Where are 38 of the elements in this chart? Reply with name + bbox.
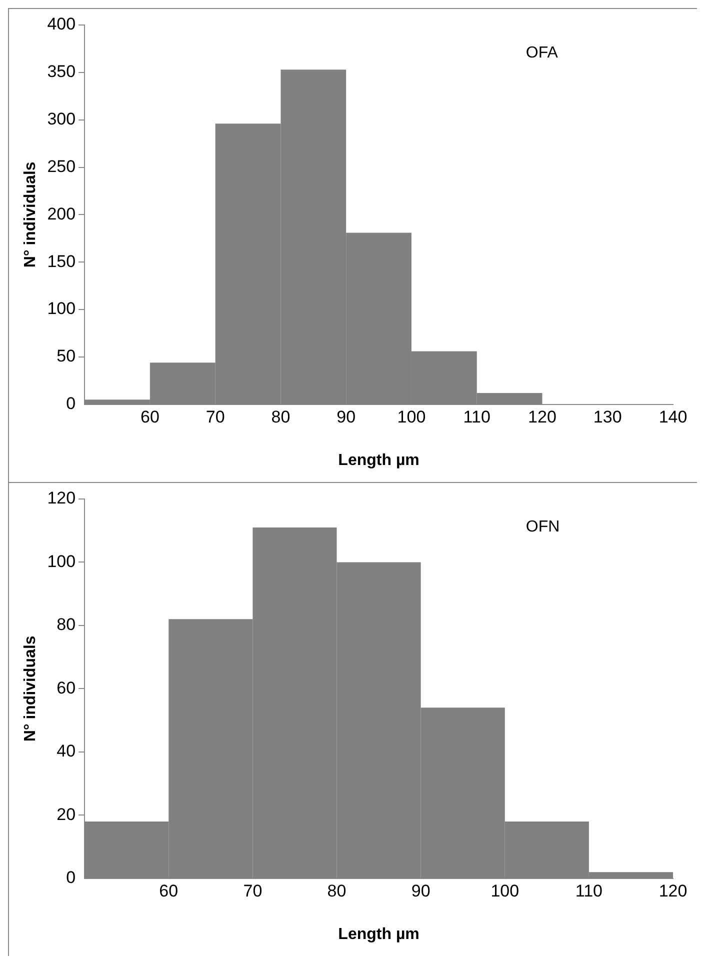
x-tick-label: 80 bbox=[327, 881, 346, 900]
x-tick-label: 60 bbox=[140, 407, 160, 426]
y-tick-label: 300 bbox=[47, 110, 76, 129]
y-tick-label: 100 bbox=[47, 299, 76, 318]
y-tick-label: 350 bbox=[47, 62, 76, 82]
x-tick-label: 100 bbox=[490, 881, 520, 900]
annotation: OFA bbox=[526, 44, 558, 62]
x-tick-label: 140 bbox=[658, 407, 688, 426]
y-tick-label: 0 bbox=[66, 868, 76, 888]
x-tick-label: 120 bbox=[658, 881, 688, 900]
x-tick-label: 80 bbox=[271, 407, 290, 426]
y-tick-label: 40 bbox=[56, 742, 76, 761]
x-axis-title: Length µm bbox=[338, 926, 420, 943]
x-tick-label: 60 bbox=[159, 881, 178, 900]
y-tick-label: 50 bbox=[56, 346, 76, 366]
y-tick-label: 200 bbox=[47, 204, 76, 224]
x-tick-label: 70 bbox=[206, 407, 225, 426]
y-axis-title: N° individuals bbox=[22, 636, 40, 742]
y-tick-label: 100 bbox=[47, 552, 76, 571]
y-axis-title: N° individuals bbox=[22, 162, 40, 268]
x-tick-label: 120 bbox=[528, 407, 556, 426]
y-tick-label: 150 bbox=[47, 252, 76, 271]
y-tick-label: 60 bbox=[56, 678, 76, 698]
y-tick-label: 20 bbox=[56, 804, 76, 824]
x-tick-label: 130 bbox=[593, 407, 622, 426]
y-tick-label: 80 bbox=[56, 615, 76, 634]
y-tick-label: 0 bbox=[66, 394, 76, 414]
x-tick-label: 90 bbox=[336, 407, 356, 426]
x-tick-label: 100 bbox=[397, 407, 426, 426]
y-tick-label: 120 bbox=[47, 488, 76, 508]
y-tick-label: 400 bbox=[47, 14, 76, 34]
x-tick-label: 110 bbox=[463, 407, 490, 426]
x-tick-label: 110 bbox=[575, 881, 602, 900]
y-tick-label: 250 bbox=[47, 156, 76, 176]
annotation: OFN bbox=[526, 518, 560, 536]
x-tick-label: 90 bbox=[411, 881, 430, 900]
x-axis-title: Length µm bbox=[338, 452, 420, 469]
x-tick-label: 70 bbox=[243, 881, 262, 900]
